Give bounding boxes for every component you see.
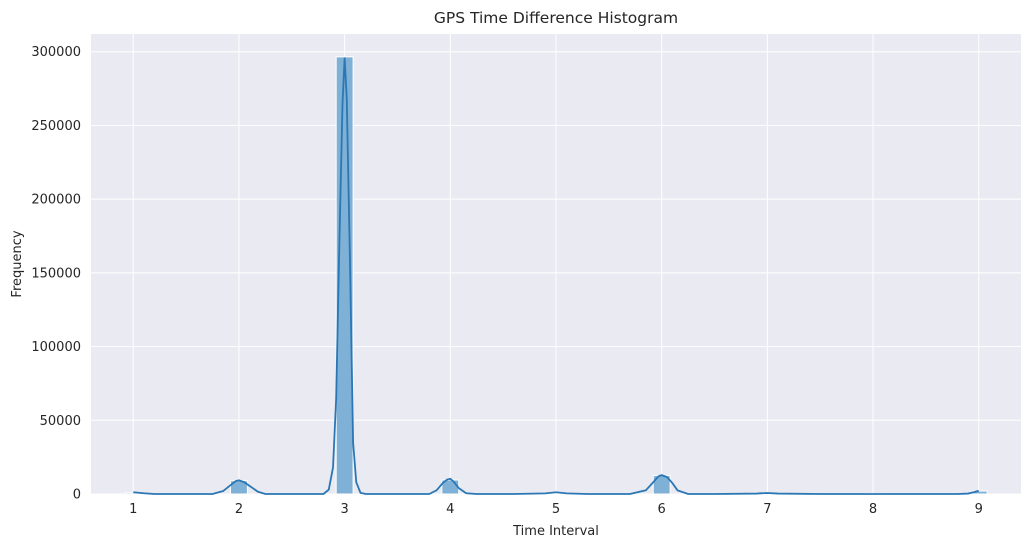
x-tick-label: 2	[235, 502, 243, 517]
x-tick-label: 1	[129, 502, 137, 517]
kde-line	[133, 57, 979, 495]
x-tick-labels: 1 2 3 4 5 6 7 8 9	[129, 502, 983, 517]
y-tick-label: 100000	[31, 340, 81, 355]
x-tick-label: 6	[658, 502, 666, 517]
x-tick-label: 7	[763, 502, 771, 517]
x-tick-label: 3	[340, 502, 348, 517]
y-tick-label: 250000	[31, 119, 81, 134]
y-axis-label: Frequency	[10, 230, 25, 297]
y-tick-label: 200000	[31, 193, 81, 208]
y-tick-label: 150000	[31, 266, 81, 281]
y-tick-label: 0	[73, 488, 81, 503]
x-tick-label: 8	[869, 502, 877, 517]
y-tick-label: 50000	[40, 414, 81, 429]
x-tick-label: 5	[552, 502, 560, 517]
y-tick-labels: 0 50000 100000 150000 200000 250000 300000	[31, 45, 81, 502]
x-tick-label: 9	[975, 502, 983, 517]
x-tick-label: 4	[446, 502, 454, 517]
chart-title: GPS Time Difference Histogram	[434, 9, 678, 27]
y-tick-label: 300000	[31, 45, 81, 60]
x-axis-label: Time Interval	[512, 524, 599, 539]
